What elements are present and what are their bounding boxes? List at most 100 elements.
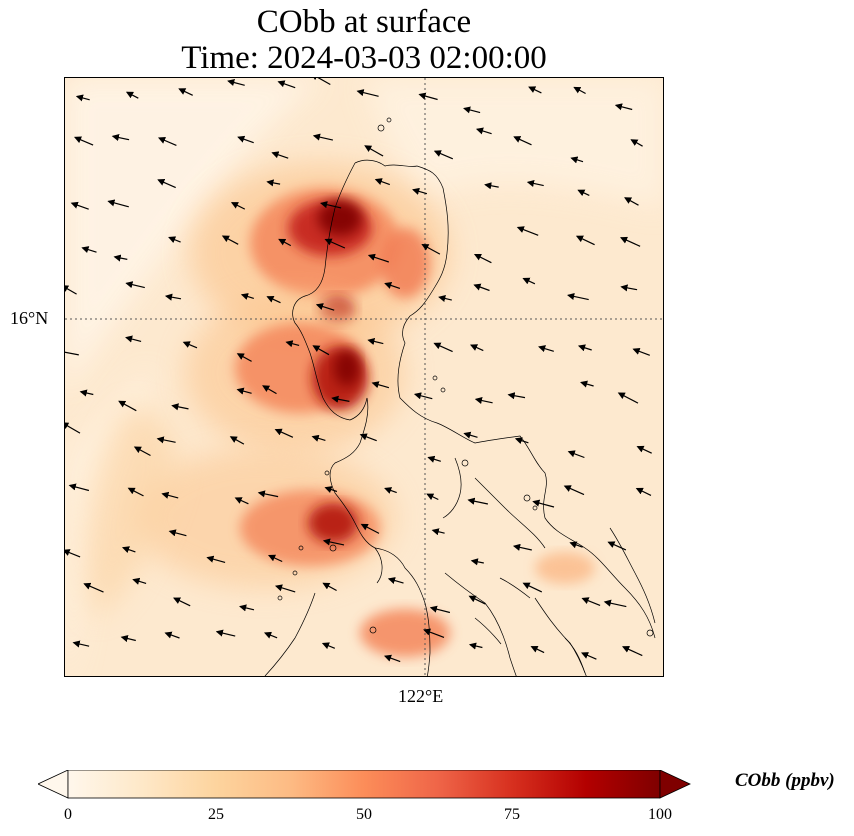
wind-arrow: [127, 487, 144, 497]
wind-arrow: [125, 281, 145, 289]
wind-arrow: [538, 345, 554, 353]
wind-arrow: [512, 543, 532, 551]
wind-arrow: [371, 381, 390, 389]
wind-arrow: [257, 490, 279, 498]
wind-arrow: [75, 94, 90, 102]
wind-arrow: [157, 137, 177, 146]
wind-arrow: [79, 389, 94, 397]
wind-arrow: [577, 344, 592, 352]
wind-arrow: [206, 555, 226, 563]
wind-arrow: [132, 577, 147, 585]
wind-arrow: [274, 584, 296, 593]
island-8: [369, 626, 377, 634]
wind-arrow: [321, 642, 336, 650]
wind-arrow: [433, 342, 453, 353]
wind-arrow: [617, 392, 639, 404]
wind-arrow: [285, 340, 300, 348]
wind-arrow: [364, 145, 384, 157]
wind-arrow: [463, 106, 481, 114]
island-13: [292, 570, 298, 576]
wind-arrow: [581, 597, 601, 606]
wind-arrow: [421, 244, 441, 255]
wind-arrow: [484, 182, 499, 190]
island-14: [277, 595, 283, 601]
wind-arrow: [161, 491, 179, 499]
wind-arrow: [614, 103, 633, 111]
wind-arrow: [113, 254, 128, 262]
wind-arrow: [507, 392, 526, 400]
wind-arrow: [236, 387, 252, 395]
island-3: [432, 375, 438, 381]
wind-arrow: [367, 253, 389, 263]
wind-arrow: [427, 455, 441, 463]
wind-arrow: [470, 558, 484, 566]
wind-arrow: [530, 645, 545, 654]
map-canvas: [65, 78, 663, 676]
wind-arrow: [320, 201, 342, 209]
wind-arrow: [263, 631, 278, 639]
coastlines: [264, 159, 656, 676]
wind-vectors: [65, 78, 652, 663]
wind-arrow: [133, 446, 151, 457]
wind-arrow: [107, 199, 129, 208]
island-12: [298, 545, 304, 551]
map-title-line-2: Time: 2024-03-03 02:00:00: [181, 40, 547, 76]
wind-arrow: [622, 646, 643, 657]
wind-arrow: [125, 91, 139, 99]
wind-arrow: [68, 483, 90, 492]
plume-northeast: [380, 228, 430, 298]
wind-arrow: [438, 294, 452, 303]
wind-arrow: [83, 582, 104, 593]
wind-arrow: [603, 599, 627, 608]
wind-arrow: [234, 497, 249, 505]
wind-arrow: [580, 380, 594, 388]
wind-arrow: [221, 235, 239, 245]
map-panel: [64, 77, 664, 677]
wind-arrow: [384, 281, 401, 289]
wind-arrow: [173, 597, 191, 607]
plume-west-band: [85, 408, 176, 618]
island-7: [329, 544, 337, 552]
wind-arrow: [359, 433, 377, 442]
wind-arrow: [125, 335, 142, 343]
wind-arrow: [164, 631, 180, 639]
wind-arrow: [215, 629, 236, 637]
island-1: [377, 124, 385, 132]
colorbar-tick: 50: [356, 806, 372, 823]
wind-arrow: [168, 529, 187, 537]
wind-arrow: [157, 179, 176, 189]
wind-arrow: [423, 628, 445, 638]
wind-arrow: [268, 554, 283, 563]
colorbar-tick: 25: [208, 806, 224, 823]
wind-arrow: [164, 293, 182, 301]
wind-arrow: [387, 577, 404, 584]
wind-arrow: [156, 436, 176, 444]
wind-arrow: [262, 385, 277, 395]
wind-arrow: [474, 397, 493, 405]
wind-arrow: [475, 127, 492, 135]
wind-arrow: [413, 392, 433, 400]
wind-arrow: [473, 253, 492, 264]
wind-arrow: [324, 486, 338, 493]
wind-arrow: [311, 434, 326, 442]
wind-arrow: [324, 238, 346, 249]
wind-arrow: [567, 292, 589, 301]
wind-arrow: [636, 445, 652, 454]
wind-arrow: [65, 348, 79, 356]
wind-arrow: [630, 139, 643, 147]
wind-arrow: [360, 523, 380, 534]
wind-arrow: [322, 582, 337, 592]
plume-bottom: [360, 609, 450, 657]
wind-arrow: [168, 236, 181, 244]
wind-arrow: [312, 133, 334, 141]
wind-arrow: [514, 437, 529, 445]
island-9: [523, 494, 531, 502]
lon-tick-label: 122°E: [398, 686, 444, 706]
colorbar-extend-max: [659, 770, 691, 799]
wind-arrow: [121, 546, 136, 554]
wind-arrow: [65, 285, 77, 295]
wind-arrow: [526, 179, 544, 187]
wind-arrow: [620, 284, 638, 292]
field-low-region-ne: [365, 78, 663, 208]
wind-arrow: [182, 341, 198, 349]
